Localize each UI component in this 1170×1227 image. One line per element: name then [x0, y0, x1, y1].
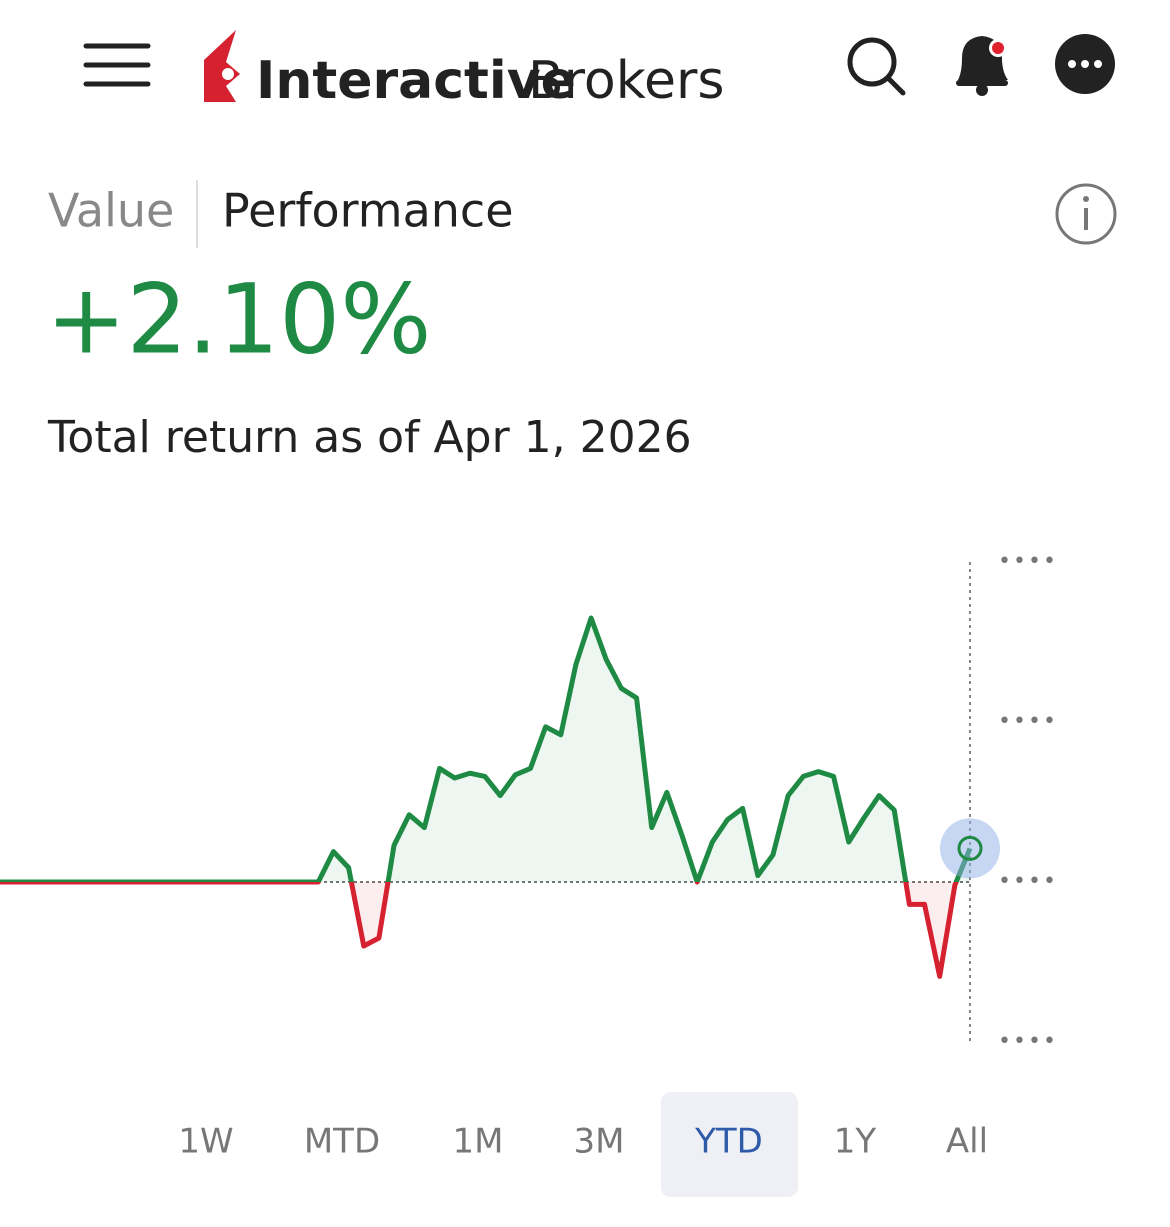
- y-tick-label: ••••: [998, 869, 1058, 894]
- logo: Interactive Brokers: [204, 30, 724, 111]
- range-option[interactable]: All: [946, 1122, 988, 1162]
- range-highlight: [661, 1092, 798, 1197]
- chart: •••• •••• •••• ••••: [0, 549, 1058, 1054]
- range-option[interactable]: YTD: [694, 1122, 763, 1162]
- subtitle: Total return as of Apr 1, 2026: [47, 412, 692, 463]
- tab-performance[interactable]: Performance: [222, 184, 514, 238]
- search-button[interactable]: [847, 37, 906, 96]
- cursor-halo: [940, 818, 1000, 879]
- brand-light: Brokers: [528, 51, 724, 111]
- headline-return: +2.10%: [46, 263, 431, 375]
- info-button[interactable]: [1055, 183, 1117, 245]
- y-tick-label: ••••: [998, 549, 1058, 574]
- more-button[interactable]: [1055, 34, 1115, 94]
- cursor-point: [957, 835, 983, 861]
- range-option[interactable]: 1M: [453, 1122, 504, 1162]
- area-positive: [0, 618, 970, 882]
- menu-button[interactable]: [83, 43, 151, 87]
- range-option[interactable]: MTD: [304, 1122, 380, 1162]
- y-tick-label: ••••: [998, 1029, 1058, 1054]
- y-tick-label: ••••: [998, 709, 1058, 734]
- brand-bold: Interactive: [256, 51, 576, 111]
- line-positive: [0, 615, 973, 882]
- range-option[interactable]: 3M: [574, 1122, 625, 1162]
- range-option[interactable]: 1Y: [834, 1122, 877, 1162]
- notifications-button[interactable]: [956, 36, 1008, 96]
- tab-value[interactable]: Value: [48, 184, 174, 238]
- range-option[interactable]: 1W: [178, 1122, 233, 1162]
